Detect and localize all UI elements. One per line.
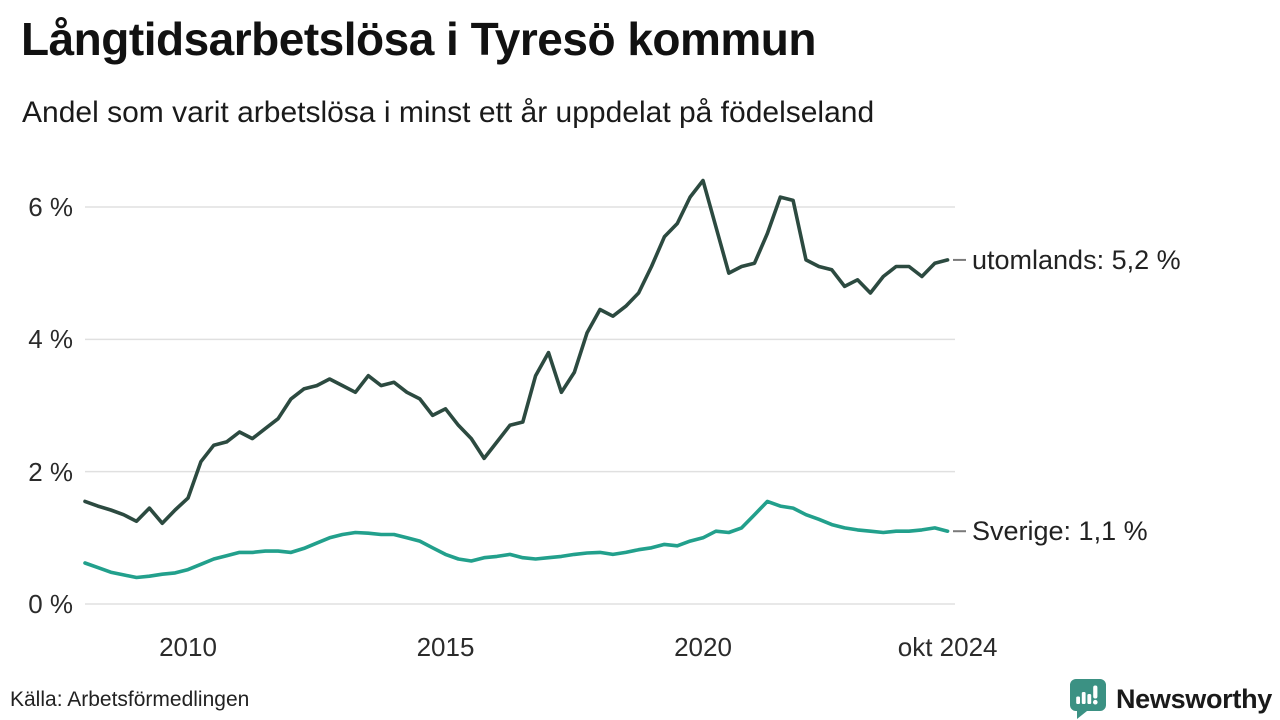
y-tick-label: 0 % — [28, 589, 73, 619]
newsworthy-bubble-chart-icon — [1069, 679, 1106, 719]
legend-sverige: Sverige: 1,1 % — [972, 516, 1148, 547]
x-tick-label: 2020 — [674, 632, 732, 662]
y-tick-label: 2 % — [28, 456, 73, 487]
page-title: Långtidsarbetslösa i Tyresö kommun — [21, 13, 817, 65]
legend-utomlands: utomlands: 5,2 % — [972, 244, 1181, 275]
chart-subtitle: Andel som varit arbetslösa i minst ett å… — [22, 96, 875, 129]
y-tick-label: 6 % — [28, 191, 73, 222]
newsworthy-logo: Newsworthy — [1068, 678, 1272, 720]
y-tick-label: 4 % — [28, 324, 73, 355]
series-line-sverige — [83, 499, 950, 580]
source-note: Källa: Arbetsförmedlingen — [10, 688, 250, 711]
series-line-utomlands — [83, 178, 950, 526]
x-tick-label: okt 2024 — [897, 632, 998, 662]
x-tick-label: 2015 — [416, 632, 475, 662]
x-tick-label: 2010 — [159, 632, 217, 662]
brand-name: Newsworthy — [1115, 683, 1272, 714]
